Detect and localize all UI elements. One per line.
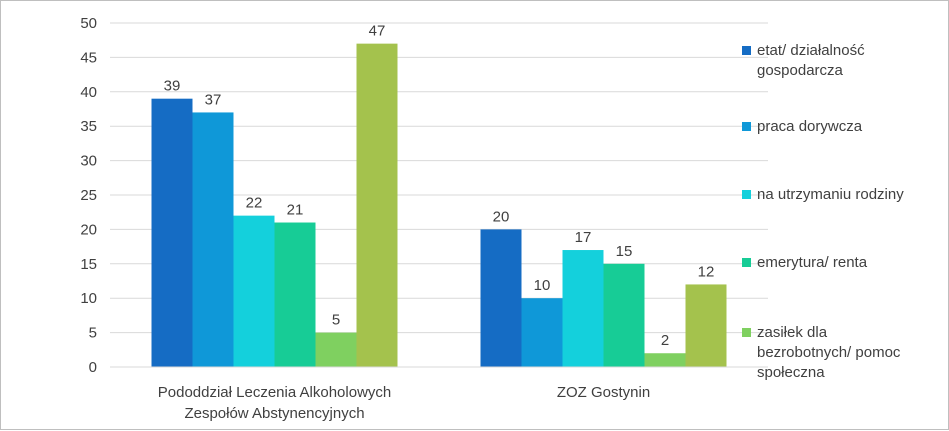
bar-series4-cat1	[644, 353, 686, 367]
legend-swatch	[742, 122, 751, 131]
legend-label-line: etat/ działalność	[757, 42, 865, 59]
y-tick-label-5: 5	[89, 325, 97, 342]
bar-series4-cat0	[315, 332, 357, 367]
data-label-series2-cat0: 22	[246, 195, 263, 212]
category-label-line: ZOZ Gostynin	[557, 384, 650, 401]
data-label-series5-cat0: 47	[369, 23, 386, 40]
y-tick-label-0: 0	[89, 359, 97, 376]
legend-swatch	[742, 328, 751, 337]
bar-series0-cat0	[151, 98, 193, 368]
bar-series2-cat1	[562, 250, 604, 367]
bars	[151, 43, 727, 368]
data-label-series3-cat0: 21	[287, 202, 304, 219]
data-labels: 39 37 22 21 5 47 20 10 17 15 2 12	[164, 23, 715, 350]
bar-series3-cat0	[274, 222, 316, 367]
y-tick-label-25: 25	[80, 187, 97, 204]
legend-swatch	[742, 46, 751, 55]
data-label-series3-cat1: 15	[616, 243, 633, 260]
legend-label: na utrzymaniu rodziny	[757, 185, 937, 205]
category-label-line: Pododdział Leczenia Alkoholowych	[158, 384, 392, 401]
legend-label: zasiłek dla bezrobotnych/ pomoc społeczna	[757, 323, 937, 383]
data-label-series4-cat0: 5	[332, 312, 340, 329]
data-label-series4-cat1: 2	[661, 332, 669, 349]
legend-label-line: emerytura/ renta	[757, 254, 868, 271]
legend-label: etat/ działalność gospodarcza	[757, 41, 937, 81]
y-tick-label-30: 30	[80, 153, 97, 170]
bar-series3-cat1	[603, 263, 645, 367]
category-label-1: ZOZ Gostynin	[557, 384, 650, 401]
legend-item-2: na utrzymaniu rodziny	[742, 185, 937, 205]
legend-item-4: zasiłek dla bezrobotnych/ pomoc społeczna	[742, 323, 937, 383]
legend-label: emerytura/ renta	[757, 253, 937, 273]
y-tick-label-45: 45	[80, 49, 97, 66]
data-label-series1-cat0: 37	[205, 91, 222, 108]
y-tick-label-50: 50	[80, 15, 97, 32]
bar-series2-cat0	[233, 215, 275, 367]
y-tick-label-40: 40	[80, 84, 97, 101]
bar-series1-cat1	[521, 298, 563, 367]
bar-series5-cat1	[685, 284, 727, 367]
data-label-series5-cat1: 12	[698, 263, 715, 280]
legend-swatch	[742, 258, 751, 267]
category-labels: Pododdział Leczenia Alkoholowych Zespołów…	[158, 384, 650, 422]
y-tick-label-15: 15	[80, 256, 97, 273]
legend-label-line: na utrzymaniu rodziny	[757, 186, 904, 203]
legend-label-line: bezrobotnych/ pomoc	[757, 344, 901, 361]
bar-series0-cat1	[480, 229, 522, 367]
category-label-0: Pododdział Leczenia Alkoholowych Zespołów…	[158, 384, 392, 422]
legend-label: praca dorywcza	[757, 117, 937, 137]
legend-label-line: zasiłek dla	[757, 324, 828, 341]
y-tick-label-10: 10	[80, 290, 97, 307]
legend-item-0: etat/ działalność gospodarcza	[742, 41, 937, 81]
legend-label-line: gospodarcza	[757, 62, 843, 79]
data-label-series1-cat1: 10	[534, 277, 551, 294]
y-axis-ticks: 0 5 10 15 20 25 30 35 40 45 50	[80, 15, 97, 376]
legend-item-3: emerytura/ renta	[742, 253, 937, 273]
y-tick-label-20: 20	[80, 221, 97, 238]
data-label-series0-cat1: 20	[493, 208, 510, 225]
data-label-series0-cat0: 39	[164, 78, 181, 95]
y-tick-label-35: 35	[80, 118, 97, 135]
legend-label-line: praca dorywcza	[757, 118, 863, 135]
legend-item-1: praca dorywcza	[742, 117, 937, 137]
bar-series1-cat0	[192, 112, 234, 367]
category-label-line: Zespołów Abstynencyjnych	[184, 405, 364, 422]
legend-swatch	[742, 190, 751, 199]
bar-series5-cat0	[356, 43, 398, 367]
legend-label-line: społeczna	[757, 364, 825, 381]
data-label-series2-cat1: 17	[575, 229, 592, 246]
